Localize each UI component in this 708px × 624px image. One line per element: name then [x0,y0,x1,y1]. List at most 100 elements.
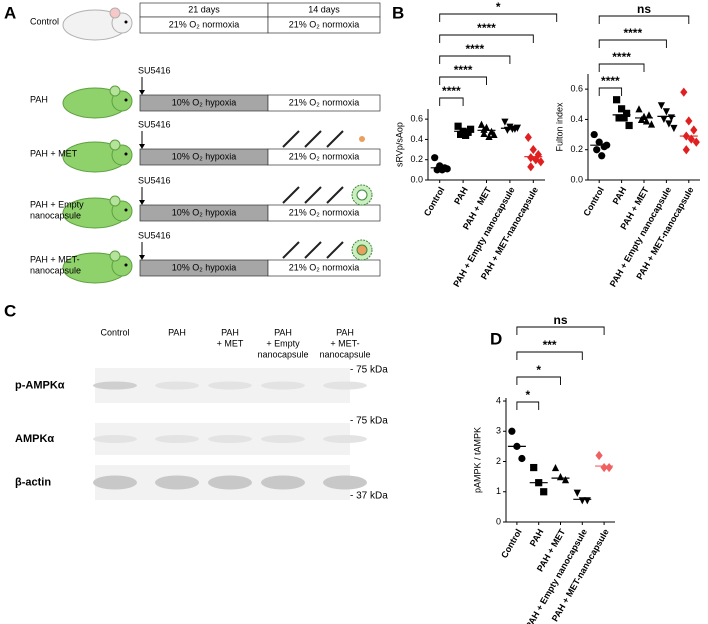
blot-band [261,435,305,443]
phase-label: 21% O₂ normoxia [289,207,360,217]
data-point [457,130,465,138]
y-tick-label: 0.0 [410,174,423,184]
lane-label: PAH [221,327,239,337]
data-point [625,121,633,130]
y-tick-label: 3 [496,426,501,436]
y-axis-label: pAMPK / tAMPK [472,427,482,493]
panel-letter: C [4,301,16,320]
data-point [556,473,565,481]
data-point [662,108,670,116]
data-point [692,137,700,147]
significance-bracket [516,326,605,335]
significance-bracket [598,87,623,96]
significance-label: **** [454,63,473,77]
phase-box [267,16,381,34]
phase-label: 21% O₂ normoxia [289,19,360,29]
data-point [443,165,451,173]
row-label: p-AMPKα [15,379,65,391]
data-point [480,125,488,133]
data-point [508,427,516,435]
data-point [527,162,535,172]
mouse-icon [109,85,121,97]
y-tick-label: 0.2 [570,144,583,154]
data-point [583,497,591,505]
blot-band [261,475,305,490]
blot-band [93,381,137,390]
data-point [613,96,621,104]
significance-label: * [525,388,530,402]
blot-band [155,435,199,443]
significance-label: * [536,363,541,377]
group-label: PAH + Empty [30,199,84,209]
timeline-label: 14 days [308,4,340,14]
mouse-icon [109,195,121,207]
syringe-icon [304,241,322,259]
phase-label: 10% O₂ hypoxia [172,97,237,107]
lane-label: nanocapsule [257,349,308,359]
blot-band [93,475,137,490]
mouse-icon [109,7,121,19]
data-point [670,124,678,133]
significance-bracket [439,76,487,85]
phase-box [267,94,381,112]
arrow-head [139,200,145,205]
syringe-icon [326,130,344,148]
blot-band [155,381,199,390]
significance-bracket [516,376,561,385]
blot-band [93,435,137,443]
y-tick-label: 2 [496,456,501,466]
data-point [600,462,608,473]
syringe-icon [282,186,300,204]
data-point [529,144,537,155]
phase-label: 21% O₂ normoxia [289,262,360,272]
significance-bracket [439,55,511,64]
data-point [595,138,603,146]
injection-label: SU5416 [138,65,171,75]
data-point [593,146,601,154]
y-tick-label: 0 [496,516,501,526]
x-tick-label: PAH [528,527,546,548]
arrow-head [139,90,145,95]
data-point [687,134,695,144]
y-tick-label: 4 [496,395,501,405]
phase-label: 10% O₂ hypoxia [172,207,237,217]
significance-bracket [598,63,645,72]
x-tick-label: Control [422,185,447,218]
syringe-icon [304,186,322,204]
significance-label: *** [543,338,557,352]
group-label: PAH + MET [30,148,78,158]
y-tick-label: 0.4 [570,114,583,124]
blot-band [155,475,199,490]
mouse-icon [109,139,121,151]
lane-label: Control [100,327,129,337]
phase-label: 10% O₂ hypoxia [172,262,237,272]
significance-label: * [496,0,501,14]
data-point [682,145,690,155]
x-tick-label: PAH [452,185,470,206]
row-label: AMPKα [15,433,54,445]
lane-label: + Empty [266,338,300,348]
mouse-icon [124,152,128,156]
y-tick-label: 0.4 [410,134,423,144]
data-point [431,154,439,162]
injection-label: SU5416 [138,119,171,129]
row-label: β-actin [15,476,51,488]
data-point [618,105,626,113]
significance-bracket [439,97,464,106]
data-point [573,489,581,497]
blot-band [208,435,252,443]
group-label: PAH [30,94,48,104]
size-marker: - 75 kDa [350,416,388,427]
data-point [490,130,498,138]
data-point [645,111,653,119]
significance-bracket [598,15,690,24]
syringe-icon [326,186,344,204]
arrow-head [139,144,145,149]
x-tick-label: Control [581,185,606,218]
significance-bracket [516,401,540,410]
phase-box [267,259,381,277]
data-point [561,476,570,484]
data-point [680,87,688,97]
significance-label: **** [465,42,484,56]
